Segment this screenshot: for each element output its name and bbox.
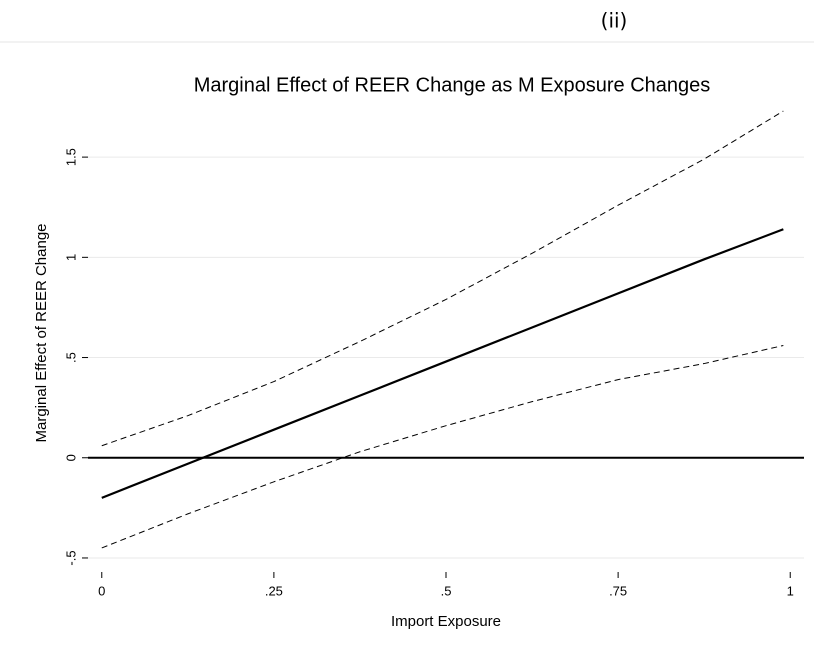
line-series (101, 110, 784, 447)
y-tick-label: .5 (63, 352, 78, 363)
x-tick-label: 0 (98, 583, 105, 598)
x-tick-label: .75 (609, 583, 627, 598)
x-tick-label: 1 (787, 583, 794, 598)
y-tick-label: 1.5 (63, 148, 78, 166)
y-tick-label: 0 (63, 454, 78, 461)
x-tick-label: .5 (441, 583, 452, 598)
line-series (101, 228, 784, 499)
chart-title: Marginal Effect of REER Change as M Expo… (194, 74, 711, 96)
x-tick-label: .25 (265, 583, 283, 598)
x-axis-title: Import Exposure (391, 613, 501, 630)
y-tick-label: 1 (63, 254, 78, 261)
panel-label: (ii) (601, 9, 628, 33)
line-series (101, 345, 784, 549)
y-tick-label: -.5 (63, 550, 78, 565)
y-axis-title: Marginal Effect of REER Change (33, 223, 50, 442)
